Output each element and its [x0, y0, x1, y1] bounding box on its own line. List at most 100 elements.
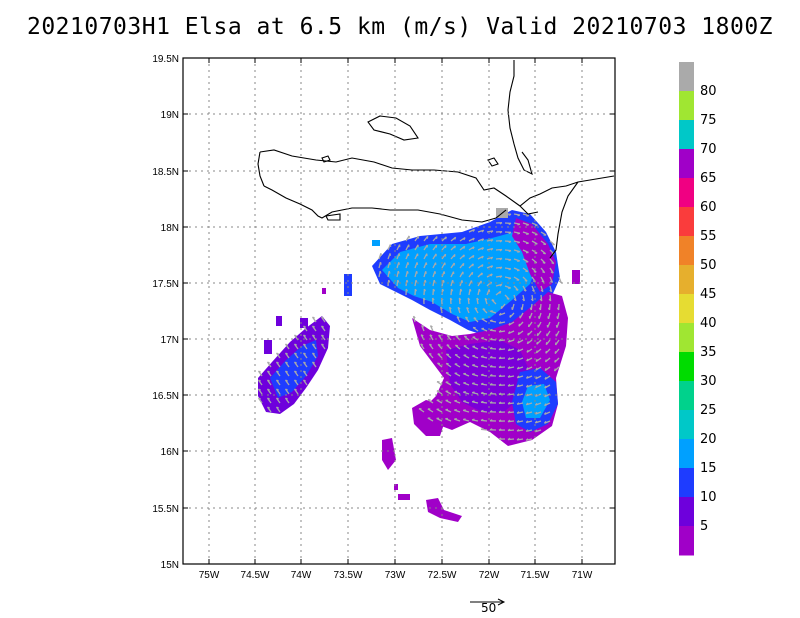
- wind-arrowhead: [463, 409, 466, 412]
- wind-arrowhead: [480, 364, 484, 367]
- wind-arrowhead: [312, 361, 315, 364]
- wind-arrowhead: [480, 391, 484, 394]
- wind-arrowhead: [489, 365, 493, 368]
- wind-arrowhead: [517, 260, 520, 263]
- wind-arrowhead: [489, 374, 493, 377]
- wind-arrowhead: [429, 343, 432, 346]
- wind-arrowhead: [258, 397, 261, 400]
- wind-arrowhead: [506, 297, 510, 300]
- wind-arrowhead: [499, 257, 503, 261]
- wind-arrowhead: [490, 256, 494, 260]
- wind-arrowhead: [507, 437, 511, 441]
- wind-arrowhead: [499, 291, 502, 294]
- map-frame: [182, 57, 616, 565]
- wind-region-west-fragment-5: [322, 288, 326, 294]
- wind-arrowhead: [489, 392, 493, 395]
- wind-arrowhead: [507, 357, 511, 360]
- wind-arrowhead: [451, 288, 454, 292]
- wind-arrowhead: [472, 246, 475, 250]
- wind-arrowhead: [303, 370, 306, 373]
- wind-arrowhead: [480, 373, 484, 376]
- wind-arrowhead: [550, 280, 553, 284]
- colorbar-label: 30: [700, 374, 717, 389]
- lat-label: 15.5N: [152, 504, 179, 515]
- colorbar-label: 60: [700, 200, 717, 215]
- wind-arrowhead: [534, 429, 538, 433]
- wind-arrowhead: [489, 410, 493, 413]
- lon-label: 71W: [572, 570, 593, 581]
- wind-arrowhead: [556, 316, 559, 320]
- wind-arrowhead: [449, 297, 453, 301]
- wind-arrowhead: [498, 374, 502, 377]
- colorbar-label: 80: [700, 84, 717, 99]
- lat-label: 16N: [161, 447, 179, 458]
- wind-arrowhead: [398, 262, 400, 265]
- wind-region-blip-2: [572, 270, 580, 284]
- wind-arrowhead: [525, 420, 529, 423]
- wind-arrowhead: [544, 394, 547, 398]
- wind-arrowhead: [388, 262, 391, 265]
- wind-arrowhead: [294, 343, 297, 346]
- lat-label: 17N: [161, 335, 179, 346]
- wind-arrowhead: [471, 400, 475, 403]
- wind-arrowhead: [294, 388, 297, 391]
- wind-region-west-fragment: [264, 340, 272, 354]
- wind-arrowhead: [542, 261, 546, 264]
- wind-arrowhead: [489, 319, 493, 322]
- wind-arrowhead: [517, 332, 520, 335]
- wind-arrowhead: [442, 280, 445, 283]
- wind-arrowhead: [498, 338, 502, 342]
- wind-arrowhead: [553, 368, 557, 372]
- wind-arrowhead: [388, 279, 391, 283]
- wind-arrowhead: [397, 279, 400, 283]
- coastline-islet: [321, 155, 331, 163]
- plot-title: 20210703H1 Elsa at 6.5 km (m/s) Valid 20…: [26, 14, 774, 40]
- wind-arrowhead: [551, 262, 555, 265]
- wind-arrowhead: [453, 254, 456, 258]
- wind-arrowhead: [432, 288, 436, 292]
- wind-arrowhead: [489, 355, 493, 359]
- wind-arrowhead: [294, 352, 297, 355]
- wind-arrowhead: [433, 279, 436, 283]
- wind-arrowhead: [460, 288, 463, 292]
- wind-arrowhead: [534, 420, 538, 424]
- wind-arrowhead: [489, 346, 493, 350]
- colorbar-label: 55: [700, 229, 717, 244]
- wind-arrowhead: [517, 250, 520, 253]
- coastline-north: [507, 60, 533, 176]
- wind-arrowhead: [489, 428, 493, 431]
- colorbar-label: 40: [700, 316, 717, 331]
- wind-arrowhead: [267, 361, 270, 364]
- wind-arrowhead: [276, 388, 279, 391]
- wind-arrowhead: [303, 334, 306, 337]
- wind-arrowhead: [449, 306, 452, 310]
- wind-arrowhead: [285, 361, 288, 364]
- wind-arrowhead: [423, 288, 426, 292]
- wind-arrowhead: [508, 259, 512, 262]
- wind-arrowhead: [498, 392, 502, 395]
- wind-arrowhead: [258, 370, 261, 373]
- wind-arrowhead: [545, 350, 548, 354]
- wind-arrowhead: [507, 339, 511, 343]
- wind-arrowhead: [517, 232, 521, 235]
- wind-arrowhead: [465, 316, 469, 319]
- wind-arrowhead: [430, 325, 433, 328]
- wind-arrowhead: [540, 289, 544, 293]
- wind-arrowhead: [544, 376, 547, 380]
- wind-arrowhead: [532, 289, 535, 293]
- wind-arrowhead: [516, 357, 520, 361]
- wind-arrowhead: [517, 223, 521, 226]
- wind-arrowhead: [535, 358, 538, 362]
- colorbar-swatch: [679, 497, 694, 527]
- wind-arrowhead: [469, 288, 472, 292]
- wind-arrowhead: [471, 263, 474, 267]
- wind-arrowhead: [407, 262, 410, 265]
- wind-arrowhead: [508, 322, 511, 326]
- wind-arrowhead: [276, 352, 279, 355]
- wind-arrowhead: [547, 307, 551, 311]
- wind-arrowhead: [484, 297, 488, 301]
- colorbar-label: 10: [700, 490, 717, 505]
- wind-arrowhead: [437, 362, 441, 365]
- wind-arrowhead: [499, 240, 503, 243]
- colorbar-swatch: [679, 323, 694, 353]
